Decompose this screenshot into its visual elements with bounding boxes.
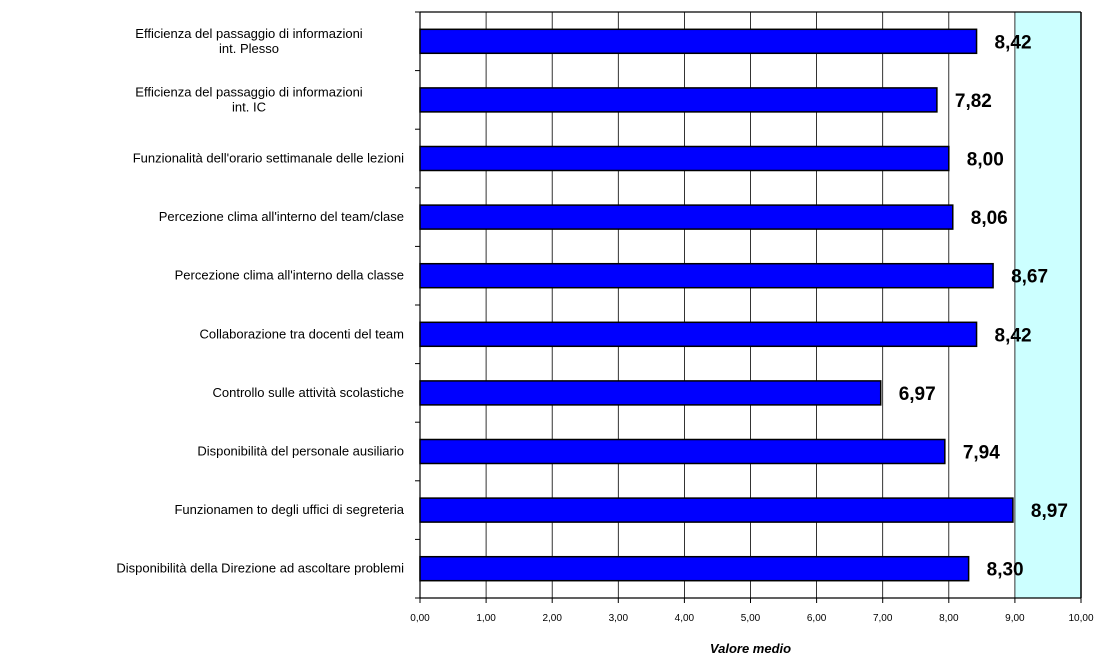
category-label: Percezione clima all'interno della class… — [175, 268, 404, 283]
bar — [419, 204, 954, 230]
bar — [419, 555, 970, 582]
x-axis-title: Valore medio — [710, 641, 791, 655]
data-label: 8,42 — [995, 325, 1032, 346]
x-tick-label: 10,00 — [1068, 613, 1093, 624]
data-label: 8,97 — [1031, 501, 1068, 522]
data-label: 8,00 — [967, 150, 1004, 171]
bar — [419, 145, 950, 172]
category-label: Efficienza del passaggio di informazioni… — [135, 84, 363, 114]
category-label-line: int. IC — [232, 99, 266, 114]
data-label: 8,06 — [971, 208, 1008, 229]
bar — [419, 87, 938, 113]
category-label: Disponibilità del personale ausiliario — [197, 444, 404, 459]
data-label: 8,42 — [995, 32, 1032, 53]
x-tick-label: 4,00 — [675, 613, 695, 624]
category-label-line: int. Plesso — [219, 41, 279, 56]
x-tick-label: 1,00 — [476, 613, 496, 624]
category-label: Controllo sulle attività scolastiche — [213, 385, 404, 400]
category-label: Funzionamen to degli uffici di segreteri… — [174, 502, 404, 517]
bar — [419, 262, 994, 289]
category-label: Collaborazione tra docenti del team — [199, 326, 404, 341]
x-tick-label: 2,00 — [542, 613, 562, 624]
category-label: Funzionalità dell'orario settimanale del… — [133, 151, 404, 166]
data-label: 7,82 — [955, 91, 992, 112]
x-tick-label: 8,00 — [939, 613, 959, 624]
category-label: Disponibilità della Direzione ad ascolta… — [116, 561, 404, 576]
data-label: 8,67 — [1011, 267, 1048, 288]
data-label: 6,97 — [899, 384, 936, 405]
bar — [419, 28, 978, 55]
category-label: Efficienza del passaggio di informazioni… — [135, 26, 363, 56]
x-tick-label: 5,00 — [741, 613, 761, 624]
bar — [419, 438, 946, 465]
data-label: 8,30 — [987, 560, 1024, 581]
x-tick-label: 0,00 — [410, 613, 430, 624]
bar — [419, 380, 882, 406]
category-label-line: Efficienza del passaggio di informazioni — [135, 26, 363, 41]
x-tick-label: 6,00 — [807, 613, 827, 624]
bar — [419, 321, 978, 348]
category-label: Percezione clima all'interno del team/cl… — [159, 209, 404, 224]
x-tick-label: 3,00 — [609, 613, 629, 624]
x-tick-label: 9,00 — [1005, 613, 1025, 624]
bar — [419, 497, 1014, 523]
x-tick-label: 7,00 — [873, 613, 893, 624]
category-label-line: Efficienza del passaggio di informazioni — [135, 84, 363, 99]
highlight-band — [1014, 12, 1081, 598]
data-label: 7,94 — [963, 443, 1000, 464]
